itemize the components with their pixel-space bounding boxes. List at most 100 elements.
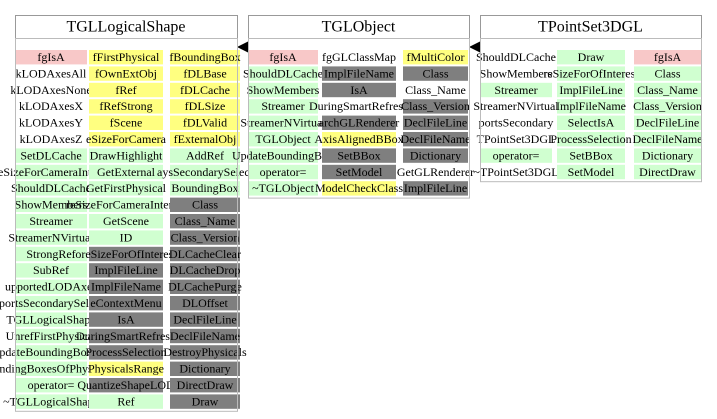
member-label: DuringSmartRefresh xyxy=(309,99,409,113)
member-cell xyxy=(170,99,240,114)
member-cell xyxy=(403,115,468,130)
member-cell xyxy=(480,132,552,147)
member-cell xyxy=(89,148,163,163)
member-label: ModelCheckClass xyxy=(315,181,403,195)
class-title: TPointSet3DGL xyxy=(538,19,643,36)
member-label: Ref xyxy=(117,394,134,408)
member-cell xyxy=(170,82,240,98)
member-label: TPointSet3DGL xyxy=(477,132,556,146)
member-label: ImplFileName xyxy=(556,99,626,113)
member-cell xyxy=(170,279,240,294)
member-label: fgGLClassMap xyxy=(322,50,396,64)
member-cell xyxy=(89,230,163,245)
member-cell xyxy=(15,197,87,212)
member-label: TGLObject xyxy=(255,132,311,146)
member-label: DeclFileLine xyxy=(636,116,699,130)
member-label: Class xyxy=(654,66,680,80)
member-label: fBoundingBox xyxy=(169,50,240,64)
member-label: Class_Name xyxy=(405,83,466,97)
member-cell xyxy=(15,279,87,294)
member-label: ShowMembers xyxy=(247,83,320,97)
member-cell xyxy=(15,246,87,262)
member-cell xyxy=(557,66,625,81)
member-label: DLCachePurge xyxy=(168,280,242,294)
member-cell xyxy=(248,181,318,196)
member-cell xyxy=(170,361,240,376)
member-label: DLCacheDrop xyxy=(170,263,241,277)
member-cell xyxy=(170,148,240,163)
member-cell xyxy=(403,66,468,81)
member-cell xyxy=(403,181,468,196)
member-cell xyxy=(15,296,87,311)
member-cell xyxy=(89,214,163,229)
member-label: operator= xyxy=(28,378,75,392)
member-cell xyxy=(634,82,701,98)
member-cell xyxy=(15,361,87,376)
member-cell xyxy=(322,82,396,98)
member-cell xyxy=(15,394,87,409)
member-cell xyxy=(557,132,625,147)
member-cell xyxy=(15,50,87,65)
member-cell xyxy=(248,99,318,114)
member-cell xyxy=(248,132,318,147)
member-label: operator= xyxy=(493,148,540,162)
member-cell xyxy=(89,197,163,212)
member-label: fMultiColor xyxy=(406,50,464,64)
member-label: SubRef xyxy=(33,263,69,277)
member-label: ShowMembers xyxy=(15,198,88,212)
member-label: Class_Name xyxy=(637,83,698,97)
member-cell xyxy=(557,99,625,114)
member-cell xyxy=(634,132,701,147)
member-cell xyxy=(89,394,163,409)
member-cell xyxy=(15,328,87,344)
member-label: Class_Version xyxy=(171,230,240,244)
member-cell xyxy=(634,148,701,163)
member-label: SetDLCache xyxy=(20,148,81,162)
member-cell xyxy=(15,132,87,147)
member-label: Class xyxy=(422,66,448,80)
member-cell xyxy=(634,99,701,114)
member-label: SetBBox xyxy=(569,148,612,162)
member-label: AddRef xyxy=(186,148,224,162)
member-cell xyxy=(15,164,87,180)
member-label: SetModel xyxy=(336,165,383,179)
member-label: ID xyxy=(120,230,133,244)
member-label: kLODAxesY xyxy=(19,116,83,130)
member-cell xyxy=(89,312,163,327)
member-cell xyxy=(403,148,468,163)
member-cell xyxy=(322,132,396,147)
member-label: DeclFileName xyxy=(633,132,703,146)
member-label: ImplFileName xyxy=(324,66,394,80)
member-label: fOwnExtObj xyxy=(95,66,157,80)
member-label: ~TGLObject xyxy=(252,181,314,195)
member-cell xyxy=(89,279,163,294)
member-label: fgIsA xyxy=(37,50,65,64)
member-label: fDLBase xyxy=(183,66,226,80)
member-cell xyxy=(170,296,240,311)
member-label: ImplFileLine xyxy=(94,263,157,277)
member-cell xyxy=(15,66,87,81)
member-cell xyxy=(322,164,396,180)
member-cell xyxy=(170,230,240,245)
member-cell xyxy=(480,115,552,130)
member-cell xyxy=(89,263,163,278)
member-label: upportedLODAxes xyxy=(5,280,97,294)
member-label: fgIsA xyxy=(269,50,297,64)
member-label: AxisAlignedBBox xyxy=(314,132,403,146)
member-label: UpdateBoundingBox xyxy=(232,148,334,162)
member-label: Dictionary xyxy=(410,148,461,162)
member-label: SetModel xyxy=(568,165,615,179)
member-label: oundingBoxesOfPhysicals xyxy=(0,362,115,376)
member-cell xyxy=(89,99,163,114)
member-cell xyxy=(170,115,240,130)
member-label: GetGLRenderer xyxy=(397,165,474,179)
member-label: DuringSmartRefresh xyxy=(76,329,176,343)
member-cell xyxy=(15,263,87,278)
member-cell xyxy=(15,214,87,229)
member-label: eContextMenu xyxy=(90,296,161,310)
member-cell xyxy=(480,66,552,81)
member-label: ~TGLLogicalShape xyxy=(3,394,99,408)
member-label: portsSecondarySelect xyxy=(0,296,104,310)
member-label: DirectDraw xyxy=(177,378,234,392)
